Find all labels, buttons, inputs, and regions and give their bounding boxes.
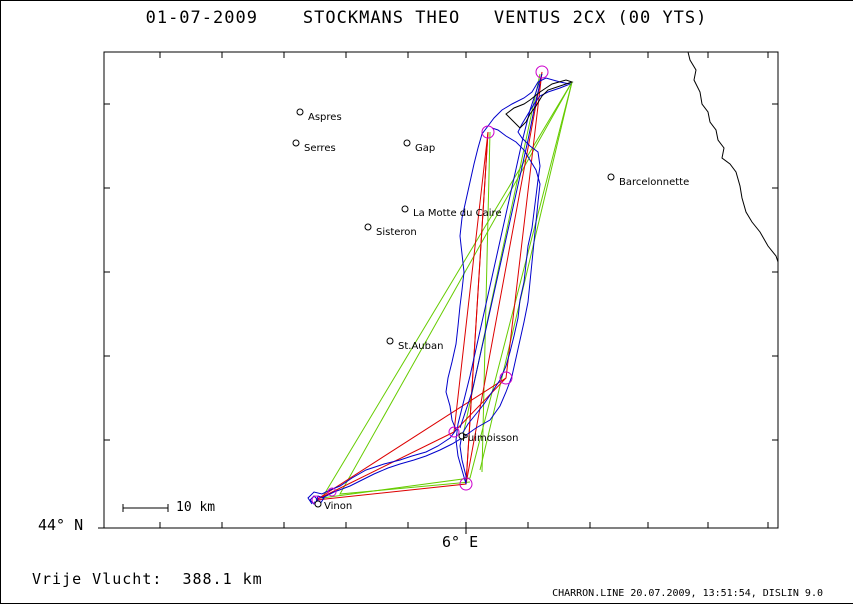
country-border <box>687 51 779 263</box>
place-label-sisteron: Sisteron <box>376 227 417 238</box>
scale-bar <box>122 504 169 512</box>
credits: CHARRON.LINE 20.07.2009, 13:51:54, DISLI… <box>552 588 823 599</box>
turnpoint-marker <box>448 426 460 438</box>
flight-date: 01-07-2009 <box>145 8 258 28</box>
turnpoint-marker <box>481 125 495 139</box>
map-border <box>103 51 779 529</box>
gps-track <box>307 73 572 505</box>
place-label-aspres: Aspres <box>308 112 342 123</box>
glider-name: VENTUS 2CX (00 YTS) <box>493 8 708 28</box>
place-marker <box>314 500 322 508</box>
place-marker <box>458 432 466 440</box>
place-marker <box>403 139 411 147</box>
plot-title: 01-07-2009 STOCKMANS THEO VENTUS 2CX (00… <box>0 8 853 28</box>
turnpoint-marker <box>459 477 473 491</box>
place-label-serres: Serres <box>304 143 336 154</box>
scale-bar-label: 10 km <box>176 500 216 515</box>
place-markers <box>292 108 615 508</box>
place-label-gap: Gap <box>415 143 435 154</box>
place-marker <box>292 139 300 147</box>
turnpoints <box>311 65 549 505</box>
place-marker <box>386 337 394 345</box>
place-marker <box>401 205 409 213</box>
place-label-la-motte-du-caire: La Motte du Caire <box>413 208 502 219</box>
turnpoint-marker <box>327 487 337 497</box>
place-marker <box>364 223 372 231</box>
turnpoint-marker <box>535 65 549 79</box>
place-label-vinon: Vinon <box>324 501 352 512</box>
river <box>505 79 574 129</box>
distance-value: 388.1 km <box>182 570 263 588</box>
latitude-label: 44° N <box>38 516 84 534</box>
place-marker <box>296 108 304 116</box>
place-marker <box>607 173 615 181</box>
axis-ticks <box>98 52 778 534</box>
turnpoint-marker <box>499 371 513 385</box>
pilot-name: STOCKMANS THEO <box>302 8 461 28</box>
distance-label: Vrije Vlucht: <box>32 570 163 588</box>
place-label-puimoisson: Puimoisson <box>462 433 518 444</box>
triangle-lines <box>321 73 573 499</box>
place-label-barcelonnette: Barcelonnette <box>619 177 689 188</box>
longitude-label: 6° E <box>442 533 479 551</box>
distance-summary: Vrije Vlucht: 388.1 km <box>32 570 263 588</box>
place-label-st-auban: St.Auban <box>398 341 443 352</box>
